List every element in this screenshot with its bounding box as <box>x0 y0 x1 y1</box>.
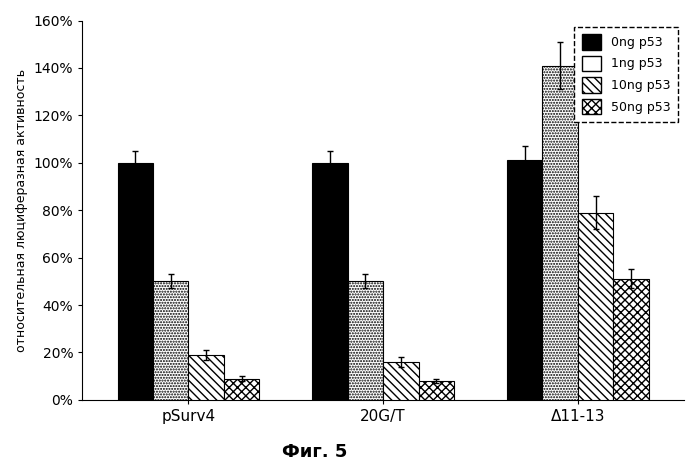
Y-axis label: относительная люциферазная активность: относительная люциферазная активность <box>15 69 28 352</box>
Text: Фиг. 5: Фиг. 5 <box>282 444 347 462</box>
Bar <box>347 281 383 400</box>
Bar <box>189 355 224 400</box>
Bar <box>578 213 613 400</box>
Bar <box>383 362 419 400</box>
Bar <box>153 281 189 400</box>
Bar <box>312 163 347 400</box>
Bar <box>613 279 649 400</box>
Bar <box>507 160 542 400</box>
Bar <box>542 66 578 400</box>
Bar <box>224 378 259 400</box>
Bar <box>419 381 454 400</box>
Bar <box>117 163 153 400</box>
Legend: 0ng p53, 1ng p53, 10ng p53, 50ng p53: 0ng p53, 1ng p53, 10ng p53, 50ng p53 <box>575 27 678 122</box>
